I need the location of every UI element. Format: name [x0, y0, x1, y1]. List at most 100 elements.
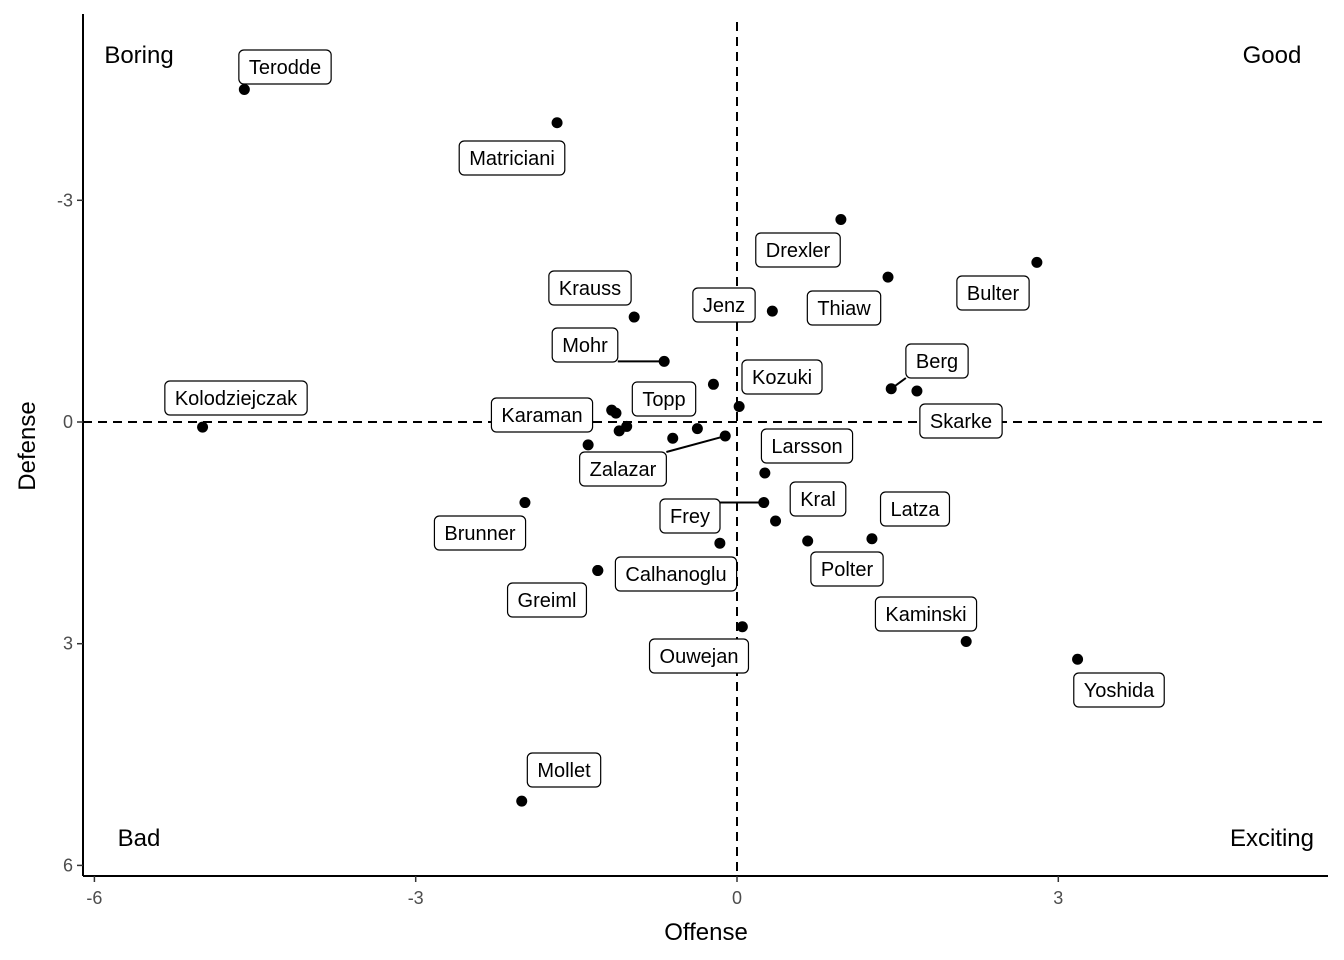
data-point	[835, 214, 847, 226]
point-label: Larsson	[760, 428, 854, 464]
point-label-box	[741, 359, 823, 395]
point-label-box	[548, 270, 632, 306]
x-tick-label: -6	[86, 888, 102, 908]
point-label-text: Latza	[891, 499, 941, 521]
point-label-box	[806, 290, 882, 326]
plot-area: -6 -3 0 3 -3 0 3 6 Boring Good Bad Exciting Terodde M…	[57, 14, 1328, 908]
data-point	[197, 421, 209, 433]
point-label: Skarke	[919, 403, 1003, 439]
data-point	[736, 621, 748, 633]
point-label: Jenz	[692, 287, 756, 323]
point-label-text: Matriciani	[469, 148, 555, 170]
point-label: Krauss	[548, 270, 632, 306]
point-label-box	[1073, 672, 1165, 708]
point-label: Topp	[631, 381, 697, 417]
data-point	[1031, 256, 1043, 268]
data-point	[882, 271, 894, 283]
point-label-text: Thiaw	[817, 298, 871, 320]
point-label: Latza	[879, 491, 951, 527]
data-point	[658, 355, 670, 367]
data-point	[592, 565, 604, 577]
point-label-text: Yoshida	[1084, 680, 1155, 702]
point-label-box	[905, 343, 969, 379]
data-point	[691, 423, 703, 435]
x-axis-title: Offense	[664, 919, 748, 946]
point-label-box	[755, 232, 841, 268]
y-tick-label: -3	[57, 190, 73, 210]
point-label-text: Kral	[800, 489, 836, 511]
point-label-text: Calhanoglu	[625, 564, 726, 586]
point-label-text: Berg	[916, 351, 958, 373]
point-label: Berg	[890, 343, 969, 390]
data-point	[516, 795, 528, 807]
data-point	[911, 385, 923, 397]
point-label-text: Kaminski	[885, 604, 966, 626]
data-point	[770, 515, 782, 527]
point-label-text: Terodde	[249, 57, 321, 79]
point-label-box	[631, 381, 697, 417]
point-label-text: Brunner	[444, 523, 515, 545]
y-tick-label: 3	[63, 634, 73, 654]
point-label-box	[433, 515, 527, 551]
point-label-box	[551, 327, 619, 363]
point-label-text: Kozuki	[752, 367, 812, 389]
point-label-text: Mohr	[562, 335, 608, 357]
quadrant-label-bad: Bad	[118, 825, 161, 852]
point-label-text: Drexler	[766, 240, 831, 262]
data-point	[714, 537, 726, 549]
point-label: Frey	[659, 498, 764, 534]
point-label-box	[874, 596, 978, 632]
point-label-text: Jenz	[703, 295, 745, 317]
y-tick-label: 0	[63, 412, 73, 432]
point-label-box	[490, 397, 594, 433]
point-label-text: Topp	[642, 389, 685, 411]
point-label-box	[956, 275, 1030, 311]
label-leader-line	[666, 435, 726, 453]
point-label-box	[164, 380, 308, 416]
point-label-box	[789, 481, 847, 517]
data-point	[519, 497, 531, 509]
point-label-box	[692, 287, 756, 323]
point-label: Mollet	[526, 752, 602, 788]
data-point	[582, 439, 594, 451]
point-label-text: Krauss	[559, 278, 621, 300]
data-point	[758, 497, 770, 509]
quadrant-label-good: Good	[1243, 42, 1302, 69]
data-point	[1072, 653, 1084, 665]
point-label: Karaman	[490, 397, 594, 433]
y-axis-title: Defense	[14, 401, 41, 490]
point-label-box	[506, 582, 588, 618]
point-label-text: Kolodziejczak	[175, 388, 298, 410]
data-point	[885, 383, 897, 395]
y-tick-label: 6	[63, 855, 73, 875]
point-label: Brunner	[433, 515, 527, 551]
point-label-text: Greiml	[518, 590, 577, 612]
data-point	[866, 533, 878, 545]
data-point	[628, 311, 640, 323]
point-label-box	[579, 451, 667, 487]
point-label: Bulter	[956, 275, 1030, 311]
quadrant-label-boring: Boring	[104, 42, 173, 69]
x-tick-label: 3	[1053, 888, 1063, 908]
data-point	[621, 420, 633, 432]
point-label: Kolodziejczak	[164, 380, 308, 416]
data-point	[610, 407, 622, 419]
quadrant-label-exciting: Exciting	[1230, 825, 1314, 852]
data-point	[960, 635, 972, 647]
label-layer: Terodde Matriciani Drexler Bulter Thiaw Jenz K…	[164, 49, 1165, 788]
point-label: Kral	[789, 481, 847, 517]
point-label-text: Frey	[670, 506, 710, 528]
point-label-text: Karaman	[501, 405, 582, 427]
point-label: Thiaw	[806, 290, 882, 326]
x-tick-label: -3	[408, 888, 424, 908]
point-label-box	[659, 498, 721, 534]
data-point	[759, 467, 771, 479]
point-label-box	[526, 752, 602, 788]
data-point	[719, 430, 731, 442]
point-label: Kozuki	[741, 359, 823, 395]
point-label-text: Skarke	[930, 411, 992, 433]
point-label: Ouwejan	[648, 638, 750, 674]
point-label: Kaminski	[874, 596, 978, 632]
point-label: Calhanoglu	[614, 556, 738, 592]
point-label-text: Zalazar	[590, 459, 657, 481]
